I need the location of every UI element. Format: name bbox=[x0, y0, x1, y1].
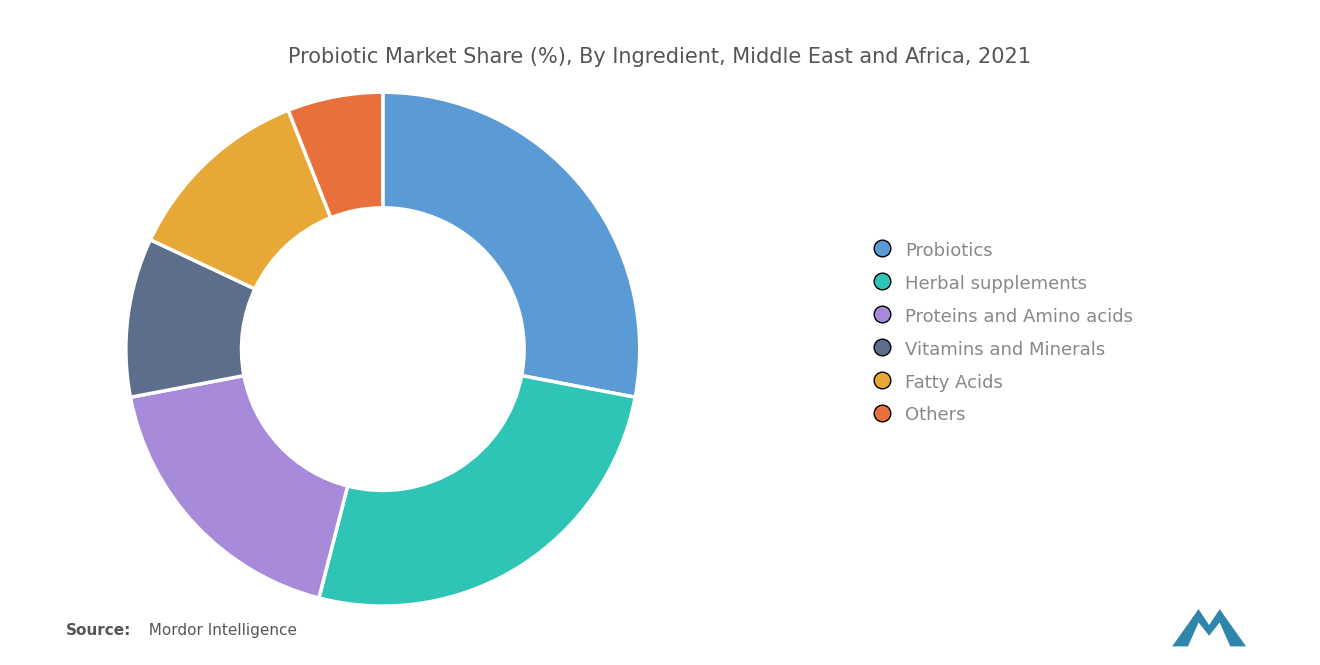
Wedge shape bbox=[288, 92, 383, 217]
Wedge shape bbox=[319, 376, 635, 606]
Text: Source:: Source: bbox=[66, 623, 132, 638]
Text: Probiotic Market Share (%), By Ingredient, Middle East and Africa, 2021: Probiotic Market Share (%), By Ingredien… bbox=[289, 47, 1031, 66]
Polygon shape bbox=[1172, 609, 1246, 646]
Wedge shape bbox=[125, 239, 255, 397]
Wedge shape bbox=[150, 110, 331, 289]
Wedge shape bbox=[383, 92, 640, 397]
Legend: Probiotics, Herbal supplements, Proteins and Amino acids, Vitamins and Minerals,: Probiotics, Herbal supplements, Proteins… bbox=[863, 231, 1143, 434]
Wedge shape bbox=[131, 376, 347, 598]
Text: Mordor Intelligence: Mordor Intelligence bbox=[139, 623, 297, 638]
